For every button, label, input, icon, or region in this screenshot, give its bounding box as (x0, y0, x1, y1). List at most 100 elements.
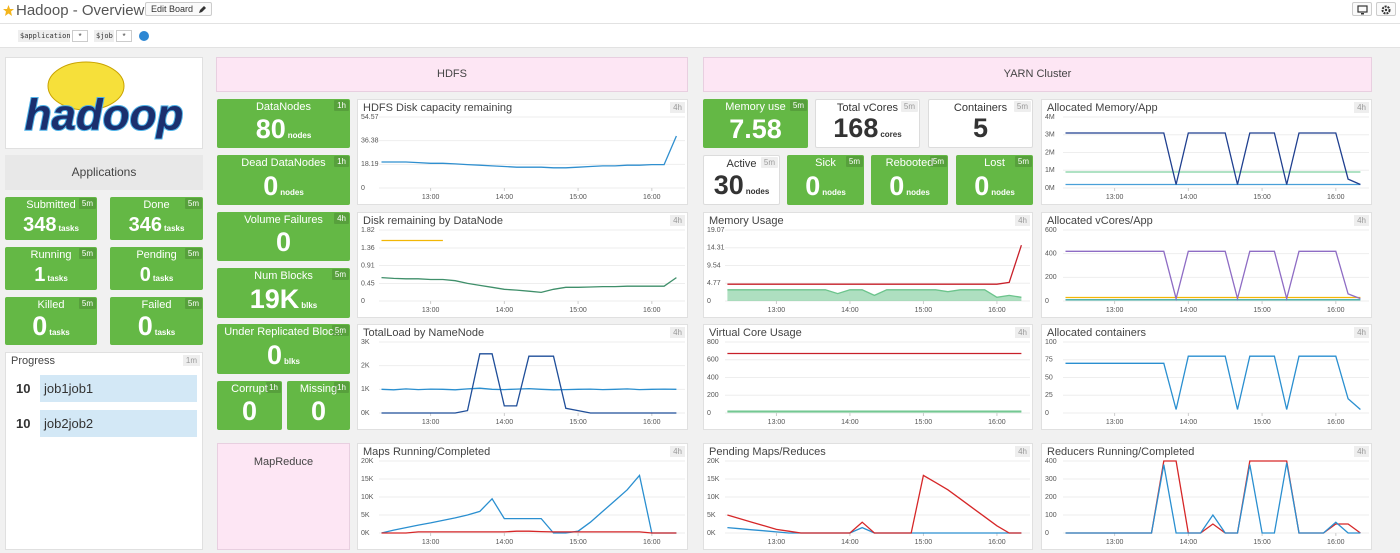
stat-tile[interactable]: Failed 5m 0 tasks (110, 297, 203, 345)
row-name[interactable]: job2job2 (40, 410, 197, 437)
y-tick-label: 15K (707, 476, 720, 483)
widget-title: Allocated Memory/App (1047, 102, 1158, 114)
tile-value: 0 (805, 171, 821, 201)
x-tick-label: 15:00 (915, 307, 933, 314)
tile-value-row: 346 tasks (110, 214, 203, 237)
stat-tile[interactable]: Volume Failures 4h 0 (217, 212, 350, 261)
tile-timespan: 5m (184, 298, 202, 309)
stat-tile[interactable]: Killed 5m 0 tasks (5, 297, 97, 345)
stat-tile[interactable]: DataNodes 1h 80 nodes (217, 99, 350, 148)
timeseries-widget[interactable]: Allocated Memory/App 4h 0M 1M 2M 3M 4M 13:00 14:… (1041, 99, 1372, 205)
timeseries-widget[interactable]: Maps Running/Completed 4h 0K 5K 10K 15K 20K 13:… (357, 443, 688, 550)
tile-unit: tasks (49, 328, 70, 337)
tile-unit: nodes (745, 187, 770, 196)
template-var-value[interactable]: * (116, 30, 132, 42)
y-tick-label: 14.31 (707, 245, 725, 252)
tile-label: Submitted (26, 199, 76, 211)
x-tick-label: 15:00 (1253, 539, 1271, 546)
y-tick-label: 10K (707, 494, 720, 501)
y-tick-label: 20K (707, 458, 720, 465)
tile-timespan: 1h (334, 382, 349, 393)
star-icon[interactable] (3, 5, 14, 16)
tile-value-row: 5 (929, 113, 1032, 144)
tile-label: Num Blocks (254, 270, 313, 282)
template-var-value[interactable]: * (72, 30, 88, 42)
stat-tile[interactable]: Active 5m 30 nodes (703, 155, 780, 205)
stat-tile[interactable]: Containers 5m 5 (928, 99, 1033, 148)
y-tick-label: 4.77 (707, 280, 721, 287)
timeseries-widget[interactable]: Disk remaining by DataNode 4h 0 0.45 0.91 1.3… (357, 212, 688, 318)
tile-timespan: 5m (900, 101, 918, 112)
timeseries-widget[interactable]: Allocated containers 4h 0 25 50 75 100 13:00 14:… (1041, 324, 1372, 430)
stat-tile[interactable]: Under Replicated Bloc... 5m 0 blks (217, 324, 350, 374)
series-line (381, 276, 677, 294)
gear-icon (1381, 5, 1391, 15)
stat-tile[interactable]: Submitted 5m 348 tasks (5, 197, 97, 240)
help-icon[interactable] (139, 31, 149, 41)
tile-value: 19K (249, 284, 300, 314)
stat-tile[interactable]: Memory use 5m 7.58 (703, 99, 808, 148)
tile-value: 348 (23, 214, 57, 236)
tile-unit: nodes (822, 188, 846, 197)
y-tick-label: 0 (1045, 410, 1049, 417)
stat-tile[interactable]: Lost 5m 0 nodes (956, 155, 1033, 205)
x-tick-label: 14:00 (841, 419, 859, 426)
tile-value-row: 80 nodes (217, 114, 350, 145)
stat-tile[interactable]: Num Blocks 5m 19K blks (217, 268, 350, 318)
timeseries-widget[interactable]: Memory Usage 4h 0 4.77 9.54 14.31 19.07 13:00 14… (703, 212, 1033, 318)
x-tick-label: 14:00 (841, 307, 859, 314)
tile-value-row: 19K blks (217, 284, 350, 315)
y-tick-label: 0 (707, 410, 711, 417)
widget-timespan: 4h (1015, 446, 1030, 457)
y-tick-label: 18.19 (361, 161, 379, 168)
x-tick-label: 16:00 (643, 539, 661, 546)
y-tick-label: 200 (1045, 274, 1057, 281)
x-tick-label: 14:00 (1180, 194, 1198, 201)
settings-button[interactable] (1376, 2, 1396, 16)
stat-tile[interactable]: Rebooted 5m 0 nodes (871, 155, 948, 205)
edit-board-button[interactable]: Edit Board (145, 2, 213, 16)
chart-plot: 0 0.45 0.91 1.36 1.82 13:00 14:00 15:00 16:00 (361, 227, 685, 314)
y-tick-label: 0.91 (361, 262, 375, 269)
x-tick-label: 15:00 (915, 539, 933, 546)
tile-value: 0 (275, 227, 292, 257)
tile-value-row: 0 tasks (5, 311, 97, 342)
x-tick-label: 15:00 (569, 539, 587, 546)
stat-tile[interactable]: Running 5m 1 tasks (5, 247, 97, 290)
stat-tile[interactable]: Total vCores 5m 168 cores (815, 99, 920, 148)
timeseries-widget[interactable]: Virtual Core Usage 4h 0 200 400 600 800 13:00 14… (703, 324, 1033, 430)
logo: hadoop (24, 61, 184, 141)
y-tick-label: 300 (1045, 476, 1057, 483)
timeseries-widget[interactable]: TotalLoad by NameNode 4h 0K 1K 2K 3K 13:00 14:0… (357, 324, 688, 430)
tile-value-row: 0 (217, 227, 350, 258)
y-tick-label: 10K (361, 494, 374, 501)
tile-value-row: 0 tasks (110, 311, 203, 342)
tile-timespan: 5m (1013, 101, 1031, 112)
stat-tile[interactable]: Missing 1h 0 (287, 381, 350, 430)
tile-value: 0 (137, 311, 153, 341)
stat-tile[interactable]: Dead DataNodes 1h 0 nodes (217, 155, 350, 205)
section-header: YARN Cluster (703, 57, 1372, 92)
tile-label: Missing (299, 383, 338, 395)
y-tick-label: 2M (1045, 149, 1055, 156)
stat-tile[interactable]: Sick 5m 0 nodes (787, 155, 864, 205)
row-name[interactable]: job1job1 (40, 375, 197, 402)
tile-value-row: 348 tasks (5, 214, 97, 237)
tile-label: Active (726, 158, 757, 170)
tv-mode-button[interactable] (1352, 2, 1372, 16)
timeseries-widget[interactable]: Pending Maps/Reduces 4h 0K 5K 10K 15K 20K 13:00… (703, 443, 1033, 550)
chart-plot: 0 25 50 75 100 13:00 14:00 15:00 16:00 (1045, 339, 1369, 426)
x-tick-label: 15:00 (569, 419, 587, 426)
timeseries-widget[interactable]: HDFS Disk capacity remaining 4h 0 18.19 36.3… (357, 99, 688, 205)
series-line (381, 530, 677, 534)
stat-tile[interactable]: Pending 5m 0 tasks (110, 247, 203, 290)
x-tick-label: 13:00 (422, 307, 440, 314)
timeseries-widget[interactable]: Allocated vCores/App 4h 0 200 400 600 13:00 14:… (1041, 212, 1372, 318)
widget-timespan: 4h (1354, 215, 1369, 226)
y-tick-label: 9.54 (707, 262, 721, 269)
x-tick-label: 15:00 (915, 419, 933, 426)
y-tick-label: 54.57 (361, 114, 379, 121)
stat-tile[interactable]: Done 5m 346 tasks (110, 197, 203, 240)
stat-tile[interactable]: Corrupt 1h 0 (217, 381, 282, 430)
timeseries-widget[interactable]: Reducers Running/Completed 4h 0 100 200 300 40… (1041, 443, 1372, 550)
